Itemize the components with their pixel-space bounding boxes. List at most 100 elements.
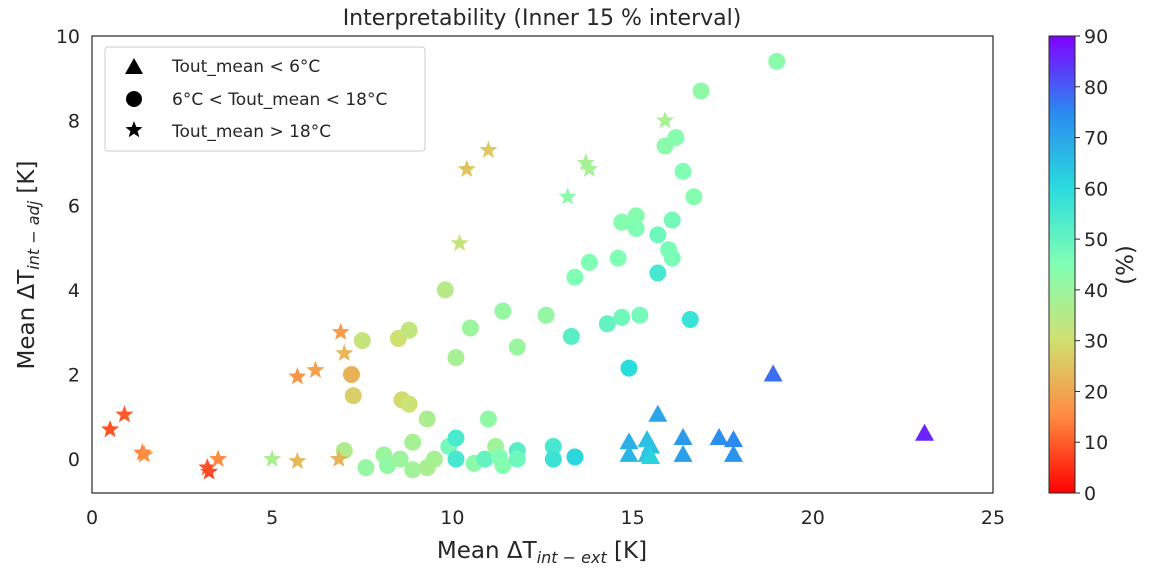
y-tick-label: 4 <box>68 280 80 302</box>
star-point <box>479 140 498 158</box>
y-tick-labels: 0 2 4 6 8 10 <box>56 26 80 471</box>
colorbar-tick-label: 90 <box>1084 26 1108 48</box>
circle-point <box>681 311 699 329</box>
legend-label-circle: 6°C < Tout_mean < 18°C <box>172 90 387 110</box>
x-axis-title-main: Mean ΔT <box>437 538 538 564</box>
colorbar-tick-label: 0 <box>1084 483 1096 505</box>
legend: Tout_mean < 6°C 6°C < Tout_mean < 18°C T… <box>104 46 426 152</box>
y-axis-title-main: Mean ΔT <box>14 269 40 370</box>
star-point <box>457 159 476 177</box>
circle-point <box>627 220 645 238</box>
star-point <box>209 449 228 467</box>
colorbar-tick-label: 50 <box>1084 229 1108 251</box>
circle-point <box>418 410 436 428</box>
x-tick-label: 15 <box>621 507 645 529</box>
x-tick-label: 0 <box>86 507 98 529</box>
colorbar-label: (%) <box>1113 245 1139 285</box>
circle-point <box>609 249 627 267</box>
star-point <box>100 420 120 438</box>
circle-point <box>436 281 454 299</box>
colorbar-tick-label: 70 <box>1084 128 1108 150</box>
circle-point <box>494 456 512 474</box>
circle-point <box>447 450 465 468</box>
star-point <box>576 153 595 171</box>
circle-point <box>508 338 526 356</box>
star-point <box>656 111 675 129</box>
x-axis-title: Mean ΔTint − ext [K] <box>437 538 647 567</box>
star-point <box>335 343 354 362</box>
circle-point <box>631 306 649 324</box>
circle-point <box>566 448 584 466</box>
circle-point <box>400 321 418 339</box>
triangle-point <box>673 444 693 462</box>
colorbar-tick-label: 10 <box>1084 432 1108 454</box>
circle-point <box>613 213 631 231</box>
triangle-point <box>673 427 693 445</box>
star-point <box>288 451 307 469</box>
y-tick-label: 0 <box>68 449 80 471</box>
triangle-point <box>648 404 668 422</box>
circle-point <box>391 450 409 468</box>
circle-point <box>404 461 422 479</box>
circle-point <box>768 52 786 70</box>
colorbar-tick-label: 20 <box>1084 381 1108 403</box>
triangle-point <box>641 447 661 465</box>
star-point <box>558 187 577 205</box>
circle-point <box>663 249 681 267</box>
circle-point <box>379 456 397 474</box>
chart-title: Interpretability (Inner 15 % interval) <box>343 6 742 31</box>
y-tick-label: 6 <box>68 195 80 217</box>
colorbar-tick-labels: 0 10 20 30 40 50 60 70 80 90 <box>1075 26 1108 505</box>
circle-point <box>476 450 494 468</box>
triangle-point <box>724 444 744 462</box>
circle-point <box>598 315 616 333</box>
colorbar-tick-label: 80 <box>1084 77 1108 99</box>
x-tick-label: 10 <box>440 507 464 529</box>
triangle-point <box>709 427 729 445</box>
circle-point <box>508 450 526 468</box>
triangle-point <box>763 364 783 382</box>
star-point <box>331 322 350 340</box>
triangle-point <box>915 423 935 441</box>
circle-point <box>494 302 512 320</box>
circle-point <box>566 268 584 286</box>
legend-label-star: Tout_mean > 18°C <box>171 122 331 142</box>
circle-point <box>613 308 631 326</box>
x-axis-title-subscript: int − ext <box>537 548 608 567</box>
colorbar-tick-label: 60 <box>1084 178 1108 200</box>
colorbar-tick-label: 30 <box>1084 331 1108 353</box>
circle-point <box>562 327 580 345</box>
y-axis-title-unit: [K] <box>14 161 40 201</box>
circle-point <box>344 387 362 405</box>
data-points <box>100 52 935 480</box>
star-point <box>115 405 134 423</box>
x-tick-label: 5 <box>266 507 278 529</box>
legend-star-marker <box>125 121 143 138</box>
y-axis-title-subscript: int − adj <box>24 200 43 269</box>
x-tick-label: 25 <box>981 507 1005 529</box>
circle-point <box>479 410 497 428</box>
star-point <box>288 367 307 385</box>
y-tick-label: 2 <box>68 365 80 387</box>
circle-point <box>342 366 360 384</box>
circle-point <box>537 306 555 324</box>
legend-triangle-marker <box>125 58 143 74</box>
star-point <box>263 449 282 467</box>
x-tick-label: 20 <box>801 507 825 529</box>
triangle-point <box>619 444 639 462</box>
y-tick-label: 8 <box>68 111 80 133</box>
colorbar <box>1048 35 1076 494</box>
circle-point <box>544 450 562 468</box>
circle-point <box>667 129 685 147</box>
circle-point <box>447 429 465 447</box>
triangle-point <box>724 430 744 448</box>
star-point <box>198 458 217 476</box>
star-point <box>580 159 599 177</box>
y-tick-label: 10 <box>56 26 80 48</box>
x-tick-labels: 0 5 10 15 20 25 <box>86 507 1005 529</box>
circle-point <box>400 395 418 413</box>
circle-point <box>674 162 692 180</box>
y-axis-title: Mean ΔTint − adj [K] <box>14 161 43 370</box>
circle-point <box>649 264 667 282</box>
